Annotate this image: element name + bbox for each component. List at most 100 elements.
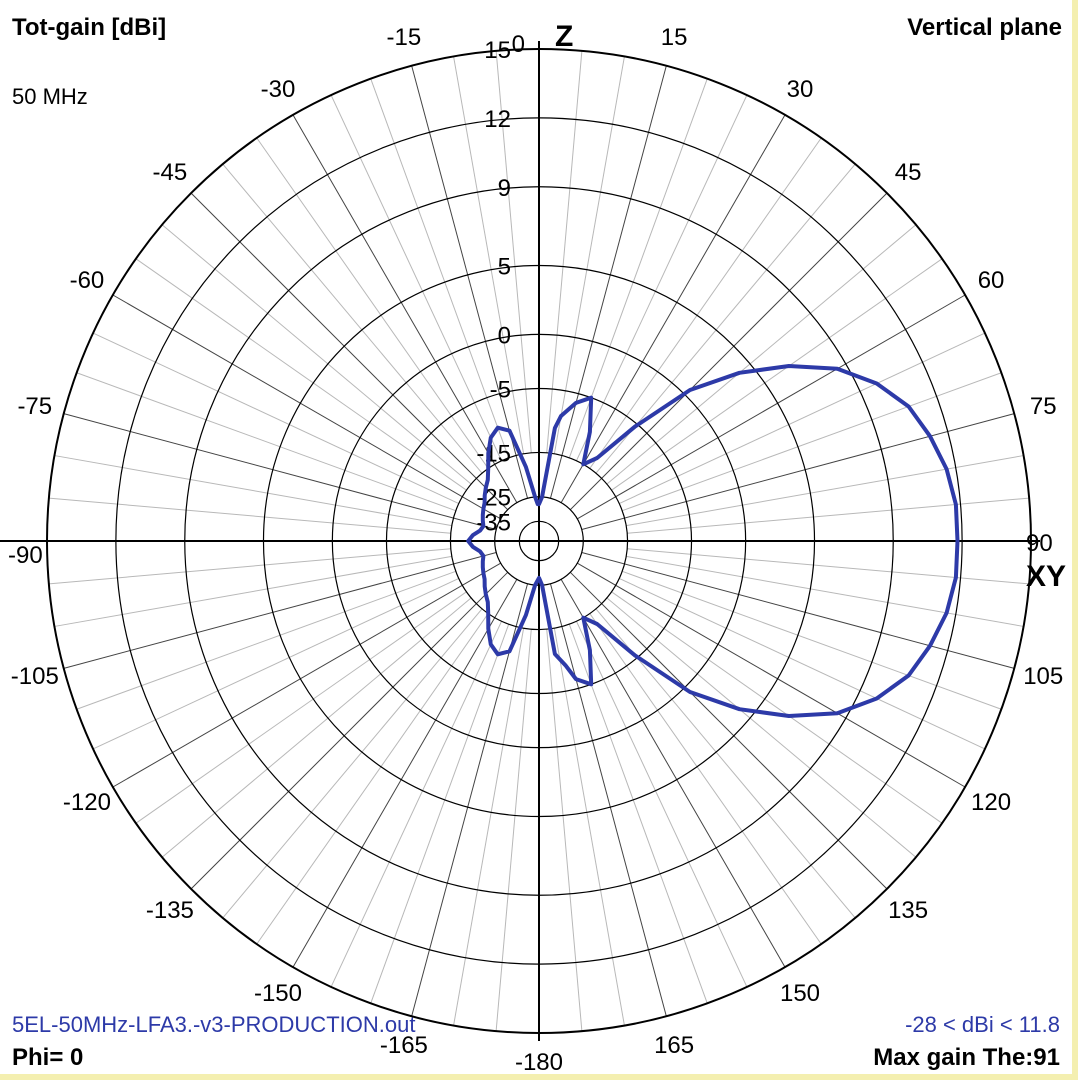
angle-label: 0 [512, 31, 525, 58]
angle-label: 15 [661, 24, 688, 51]
angle-label: 45 [895, 159, 922, 186]
major-spoke [63, 551, 497, 669]
angle-label: -60 [70, 267, 105, 294]
major-spoke [190, 571, 509, 890]
plane-label: Vertical plane [907, 14, 1062, 41]
angle-label: 150 [780, 980, 820, 1007]
minor-spoke [54, 455, 452, 527]
minor-spoke [135, 258, 467, 491]
minor-spoke [370, 78, 510, 458]
minor-spoke [619, 332, 986, 505]
ring-label: -5 [490, 376, 511, 403]
angle-label: 135 [888, 897, 928, 924]
angle-label: -45 [153, 159, 188, 186]
angle-label: -105 [11, 663, 59, 690]
major-spoke [577, 562, 966, 788]
minor-spoke [256, 137, 489, 469]
ring-label: -25 [476, 485, 511, 512]
minor-spoke [161, 597, 472, 858]
minor-spoke [453, 56, 525, 454]
chart-title: Tot-gain [dBi] [12, 14, 167, 41]
phi-label: Phi= 0 [12, 1044, 84, 1071]
minor-spoke [619, 577, 986, 750]
angle-label: -165 [380, 1032, 428, 1059]
angle-label: -180 [515, 1049, 563, 1076]
minor-spoke [568, 624, 708, 1004]
major-spoke [292, 114, 518, 503]
major-spoke [569, 192, 888, 511]
ring-label: 12 [484, 106, 511, 133]
ring-label: -15 [476, 440, 511, 467]
filename-label: 5EL-50MHz-LFA3.-v3-PRODUCTION.out [12, 1012, 416, 1037]
major-spoke [549, 583, 667, 1017]
minor-spoke [622, 372, 1002, 512]
minor-spoke [626, 455, 1024, 527]
angle-label: -90 [8, 542, 43, 569]
major-spoke [581, 551, 1015, 669]
major-spoke [569, 571, 888, 890]
minor-spoke [589, 137, 822, 469]
ring-label: 15 [484, 37, 511, 64]
minor-spoke [222, 163, 483, 474]
minor-spoke [222, 608, 483, 919]
major-spoke [560, 114, 786, 503]
minor-spoke [606, 224, 917, 485]
minor-spoke [330, 94, 503, 461]
minor-spoke [161, 224, 472, 485]
major-spoke [577, 294, 966, 520]
z-axis-label: Z [555, 20, 573, 53]
minor-spoke [370, 624, 510, 1004]
angle-label: -135 [146, 897, 194, 924]
minor-spoke [495, 50, 532, 453]
minor-spoke [627, 497, 1030, 534]
minor-spoke [76, 570, 456, 710]
minor-spoke [606, 597, 917, 858]
ring-label: 9 [498, 175, 511, 202]
angle-label: -120 [63, 789, 111, 816]
minor-spoke [495, 629, 532, 1032]
minor-spoke [553, 56, 625, 454]
angle-label: -15 [387, 24, 422, 51]
major-spoke [190, 192, 509, 511]
major-spoke [63, 413, 497, 531]
major-spoke [560, 579, 786, 968]
minor-spoke [611, 258, 943, 491]
minor-spoke [48, 548, 451, 585]
minor-spoke [627, 548, 1030, 585]
angle-label: 75 [1030, 393, 1057, 420]
minor-spoke [626, 555, 1024, 627]
minor-spoke [92, 332, 459, 505]
major-spoke [292, 579, 518, 968]
minor-spoke [546, 50, 583, 453]
minor-spoke [589, 613, 822, 945]
minor-spoke [553, 628, 625, 1026]
major-spoke [411, 583, 529, 1017]
minor-spoke [546, 629, 583, 1032]
angle-label: -150 [254, 980, 302, 1007]
angle-label: 30 [787, 76, 814, 103]
minor-spoke [453, 628, 525, 1026]
frequency-label: 50 MHz [12, 84, 88, 109]
major-spoke [411, 65, 529, 499]
ring-label: 5 [498, 253, 511, 280]
major-spoke [549, 65, 667, 499]
angle-label: 105 [1023, 663, 1063, 690]
minor-spoke [135, 591, 467, 824]
angle-label: -75 [17, 393, 52, 420]
minor-spoke [611, 591, 943, 824]
minor-spoke [48, 497, 451, 534]
minor-spoke [575, 621, 748, 988]
xy-axis-label: XY [1026, 560, 1066, 593]
major-spoke [581, 413, 1015, 531]
max-gain-label: Max gain The:91 [873, 1044, 1060, 1071]
minor-spoke [92, 577, 459, 750]
major-spoke [112, 294, 501, 520]
radiation-pattern-line [466, 364, 960, 718]
gain-range-label: -28 < dBi < 11.8 [905, 1012, 1060, 1037]
minor-spoke [330, 621, 503, 988]
minor-spoke [575, 94, 748, 461]
angle-label: 165 [654, 1032, 694, 1059]
angle-label: 90 [1026, 530, 1053, 557]
